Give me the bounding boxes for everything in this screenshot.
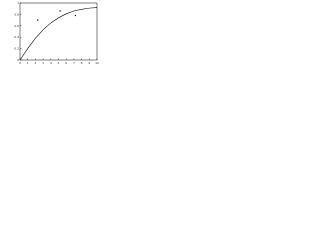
y-tick-label: 1 (17, 1, 19, 5)
x-tick-label: 1 (27, 61, 29, 65)
x-tick-label: 9 (88, 61, 90, 65)
data-point (37, 19, 39, 21)
y-tick-label: 0.8 (14, 12, 19, 16)
x-tick-label: 8 (81, 61, 83, 65)
x-tick-label: 5 (58, 61, 60, 65)
y-tick-label: 0 (17, 58, 19, 62)
x-tick-label: 6 (65, 61, 67, 65)
x-tick-label: 2 (34, 61, 36, 65)
plot-frame (19, 2, 98, 61)
series-line (19, 7, 98, 61)
data-point (59, 10, 61, 12)
y-tick-label: 0.6 (14, 24, 19, 28)
x-tick-label: 7 (73, 61, 75, 65)
data-point (74, 14, 77, 17)
x-tick-label: 3 (42, 61, 44, 65)
chart: 00.20.40.60.810 1 2 3 4 5 6 7 8 9 10 (14, 1, 99, 65)
y-tick-label: 0.2 (14, 47, 19, 51)
y-tick-label: 0.4 (14, 35, 19, 39)
x-tick-label: 10 (95, 61, 99, 65)
x-tick-label: 4 (50, 61, 52, 65)
x-tick-label: 0 (19, 61, 21, 65)
